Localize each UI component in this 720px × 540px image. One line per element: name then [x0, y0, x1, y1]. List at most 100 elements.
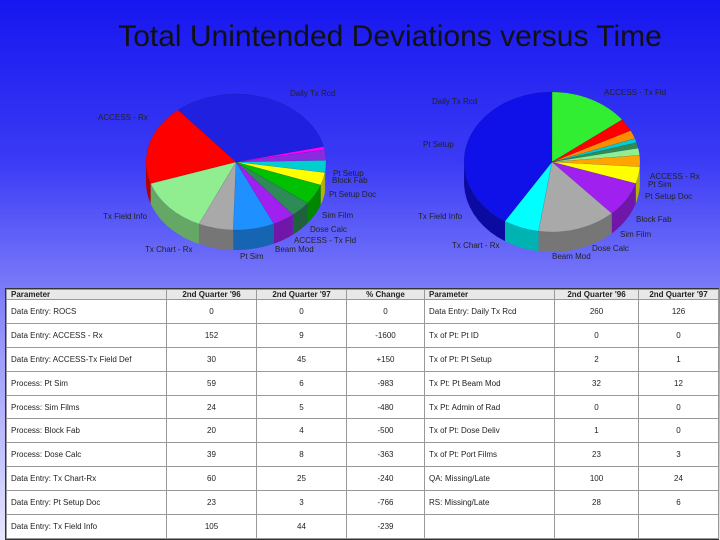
table-cell: 8	[256, 442, 347, 468]
pie1996-slice	[198, 161, 237, 231]
pie1996-slice	[235, 161, 308, 216]
table-cell: -363	[346, 442, 425, 468]
table-cell: -500	[346, 418, 425, 444]
table-cell	[554, 514, 639, 539]
header-parameter: Parameter	[424, 289, 555, 300]
pie1996-slice	[232, 161, 275, 231]
pie1-label: Beam Mod	[275, 245, 314, 254]
table-cell: Process: Block Fab	[6, 418, 167, 444]
pie1996-side	[292, 203, 308, 235]
table-cell: -983	[346, 370, 425, 396]
pie1996-slice	[235, 161, 294, 225]
table-cell: Data Entry: ROCS	[6, 299, 167, 324]
table-cell: 60	[166, 466, 257, 492]
pie1997-side	[635, 166, 640, 204]
table-cell: Process: Dose Calc	[6, 442, 167, 468]
table-cell: Data Entry: Tx Chart-Rx	[6, 466, 167, 492]
pie2-label: Beam Mod	[552, 252, 591, 261]
table-cell	[638, 514, 719, 539]
pie2-label: Sim Film	[620, 230, 651, 239]
table-row: Data Entry: ACCESS - Rx 152 9 -1600 Tx of Pt…	[6, 322, 719, 348]
deviation-table: Parameter 2nd Quarter '96 2nd Quarter '9…	[5, 288, 719, 540]
pie-labels: Daily Tx Rcd ACCESS - Rx Pt Setup Block …	[98, 88, 700, 261]
pie1997-side	[611, 183, 636, 234]
pie1996-slice	[177, 93, 324, 163]
table-cell: 100	[554, 466, 639, 492]
header-q97: 2nd Quarter '97	[638, 289, 719, 300]
table-cell: 32	[554, 370, 639, 396]
pie-charts: Daily Tx Rcd ACCESS - Rx Pt Setup Block …	[98, 88, 700, 261]
table-cell: 30	[166, 346, 257, 372]
pie1996-slice	[235, 161, 322, 204]
pie1-label: Daily Tx Rcd	[290, 89, 335, 98]
table-row: Data Entry: Tx Chart-Rx 60 25 -240 QA: Missi…	[6, 466, 719, 492]
table-cell: 0	[166, 299, 257, 324]
pie1996-side	[307, 185, 321, 224]
table-row: Data Entry: ROCS 0 0 0 Data Entry: Daily Tx …	[6, 299, 719, 324]
pie1997-slice	[551, 138, 637, 163]
table-cell: 126	[638, 299, 719, 324]
header-q96: 2nd Quarter '96	[166, 289, 257, 300]
table-cell: 2	[554, 346, 639, 372]
pie1996-slice	[235, 146, 325, 163]
pie1997-slice	[551, 161, 641, 184]
table-cell: Data Entry: ACCESS - Rx	[6, 322, 167, 348]
pie1-label: ACCESS - Tx Fld	[294, 236, 356, 245]
pie1996-side	[233, 223, 274, 250]
pie1996-side	[324, 162, 326, 193]
table-cell: Tx Pt: Pt Beam Mod	[424, 370, 555, 396]
pie1-label: Dose Calc	[310, 225, 347, 234]
table-row: Process: Block Fab 20 4 -500 Tx of Pt: Dose …	[6, 418, 719, 444]
table-cell: 0	[256, 299, 347, 324]
pie2-label: Dose Calc	[592, 244, 629, 253]
pie-chart-1997	[463, 91, 641, 252]
table-cell: 0	[638, 394, 719, 420]
pie1-label: Sim Film	[322, 211, 353, 220]
table-cell: 20	[166, 418, 257, 444]
pie1996-side	[198, 223, 234, 250]
table-cell: 6	[256, 370, 347, 396]
table-cell: 24	[166, 394, 257, 420]
pie1-label: Pt Setup	[333, 169, 364, 178]
table-cell: 12	[638, 370, 719, 396]
table-cell: RS: Missing/Late	[424, 490, 555, 516]
table-cell: Tx Pt: Admin of Rad	[424, 394, 555, 420]
header-q97: 2nd Quarter '97	[256, 289, 347, 300]
table-row: Data Entry: Pt Setup Doc 23 3 -766 RS: Missi…	[6, 490, 719, 516]
table-cell: 28	[554, 490, 639, 516]
table-cell: 25	[256, 466, 347, 492]
pie1996-slice	[150, 161, 237, 225]
pie1996-side	[273, 214, 293, 244]
pie-chart-1996	[145, 93, 327, 250]
pie1997-slice	[538, 161, 613, 233]
table-cell: 1	[554, 418, 639, 444]
table-cell: 0	[554, 394, 639, 420]
table-cell: Data Entry: ACCESS-Tx Field Def	[6, 346, 167, 372]
pie1997-slice	[551, 147, 640, 163]
table-cell: 0	[638, 418, 719, 444]
table-cell: 1	[638, 346, 719, 372]
pie1-label: Pt Sim	[240, 252, 264, 261]
table-cell: 4	[256, 418, 347, 444]
table-cell: 23	[554, 442, 639, 468]
pie2-label: Pt Setup	[423, 140, 454, 149]
pie1997-slice	[551, 142, 639, 163]
pie1-label: ACCESS - Rx	[98, 113, 148, 122]
pie1997-slice	[551, 130, 636, 163]
pie2-label: Daily Tx Rcd	[432, 97, 477, 106]
pie1997-slice	[551, 154, 641, 167]
pie2-label: ACCESS - Rx	[650, 172, 700, 181]
table-cell: 3	[256, 490, 347, 516]
table-cell: 44	[256, 514, 347, 539]
header-parameter: Parameter	[6, 289, 167, 300]
table-cell: -240	[346, 466, 425, 492]
table-cell	[424, 514, 555, 539]
pie1996-side	[146, 163, 151, 204]
table-cell: 59	[166, 370, 257, 396]
table-cell: -480	[346, 394, 425, 420]
slide-title: Total Unintended Deviations versus Time	[118, 20, 662, 53]
header-pct-change: % Change	[346, 289, 425, 300]
table-cell: 6	[638, 490, 719, 516]
pie1-label: Block Fab	[332, 176, 368, 185]
pie1-label: Tx Chart - Rx	[145, 245, 193, 254]
